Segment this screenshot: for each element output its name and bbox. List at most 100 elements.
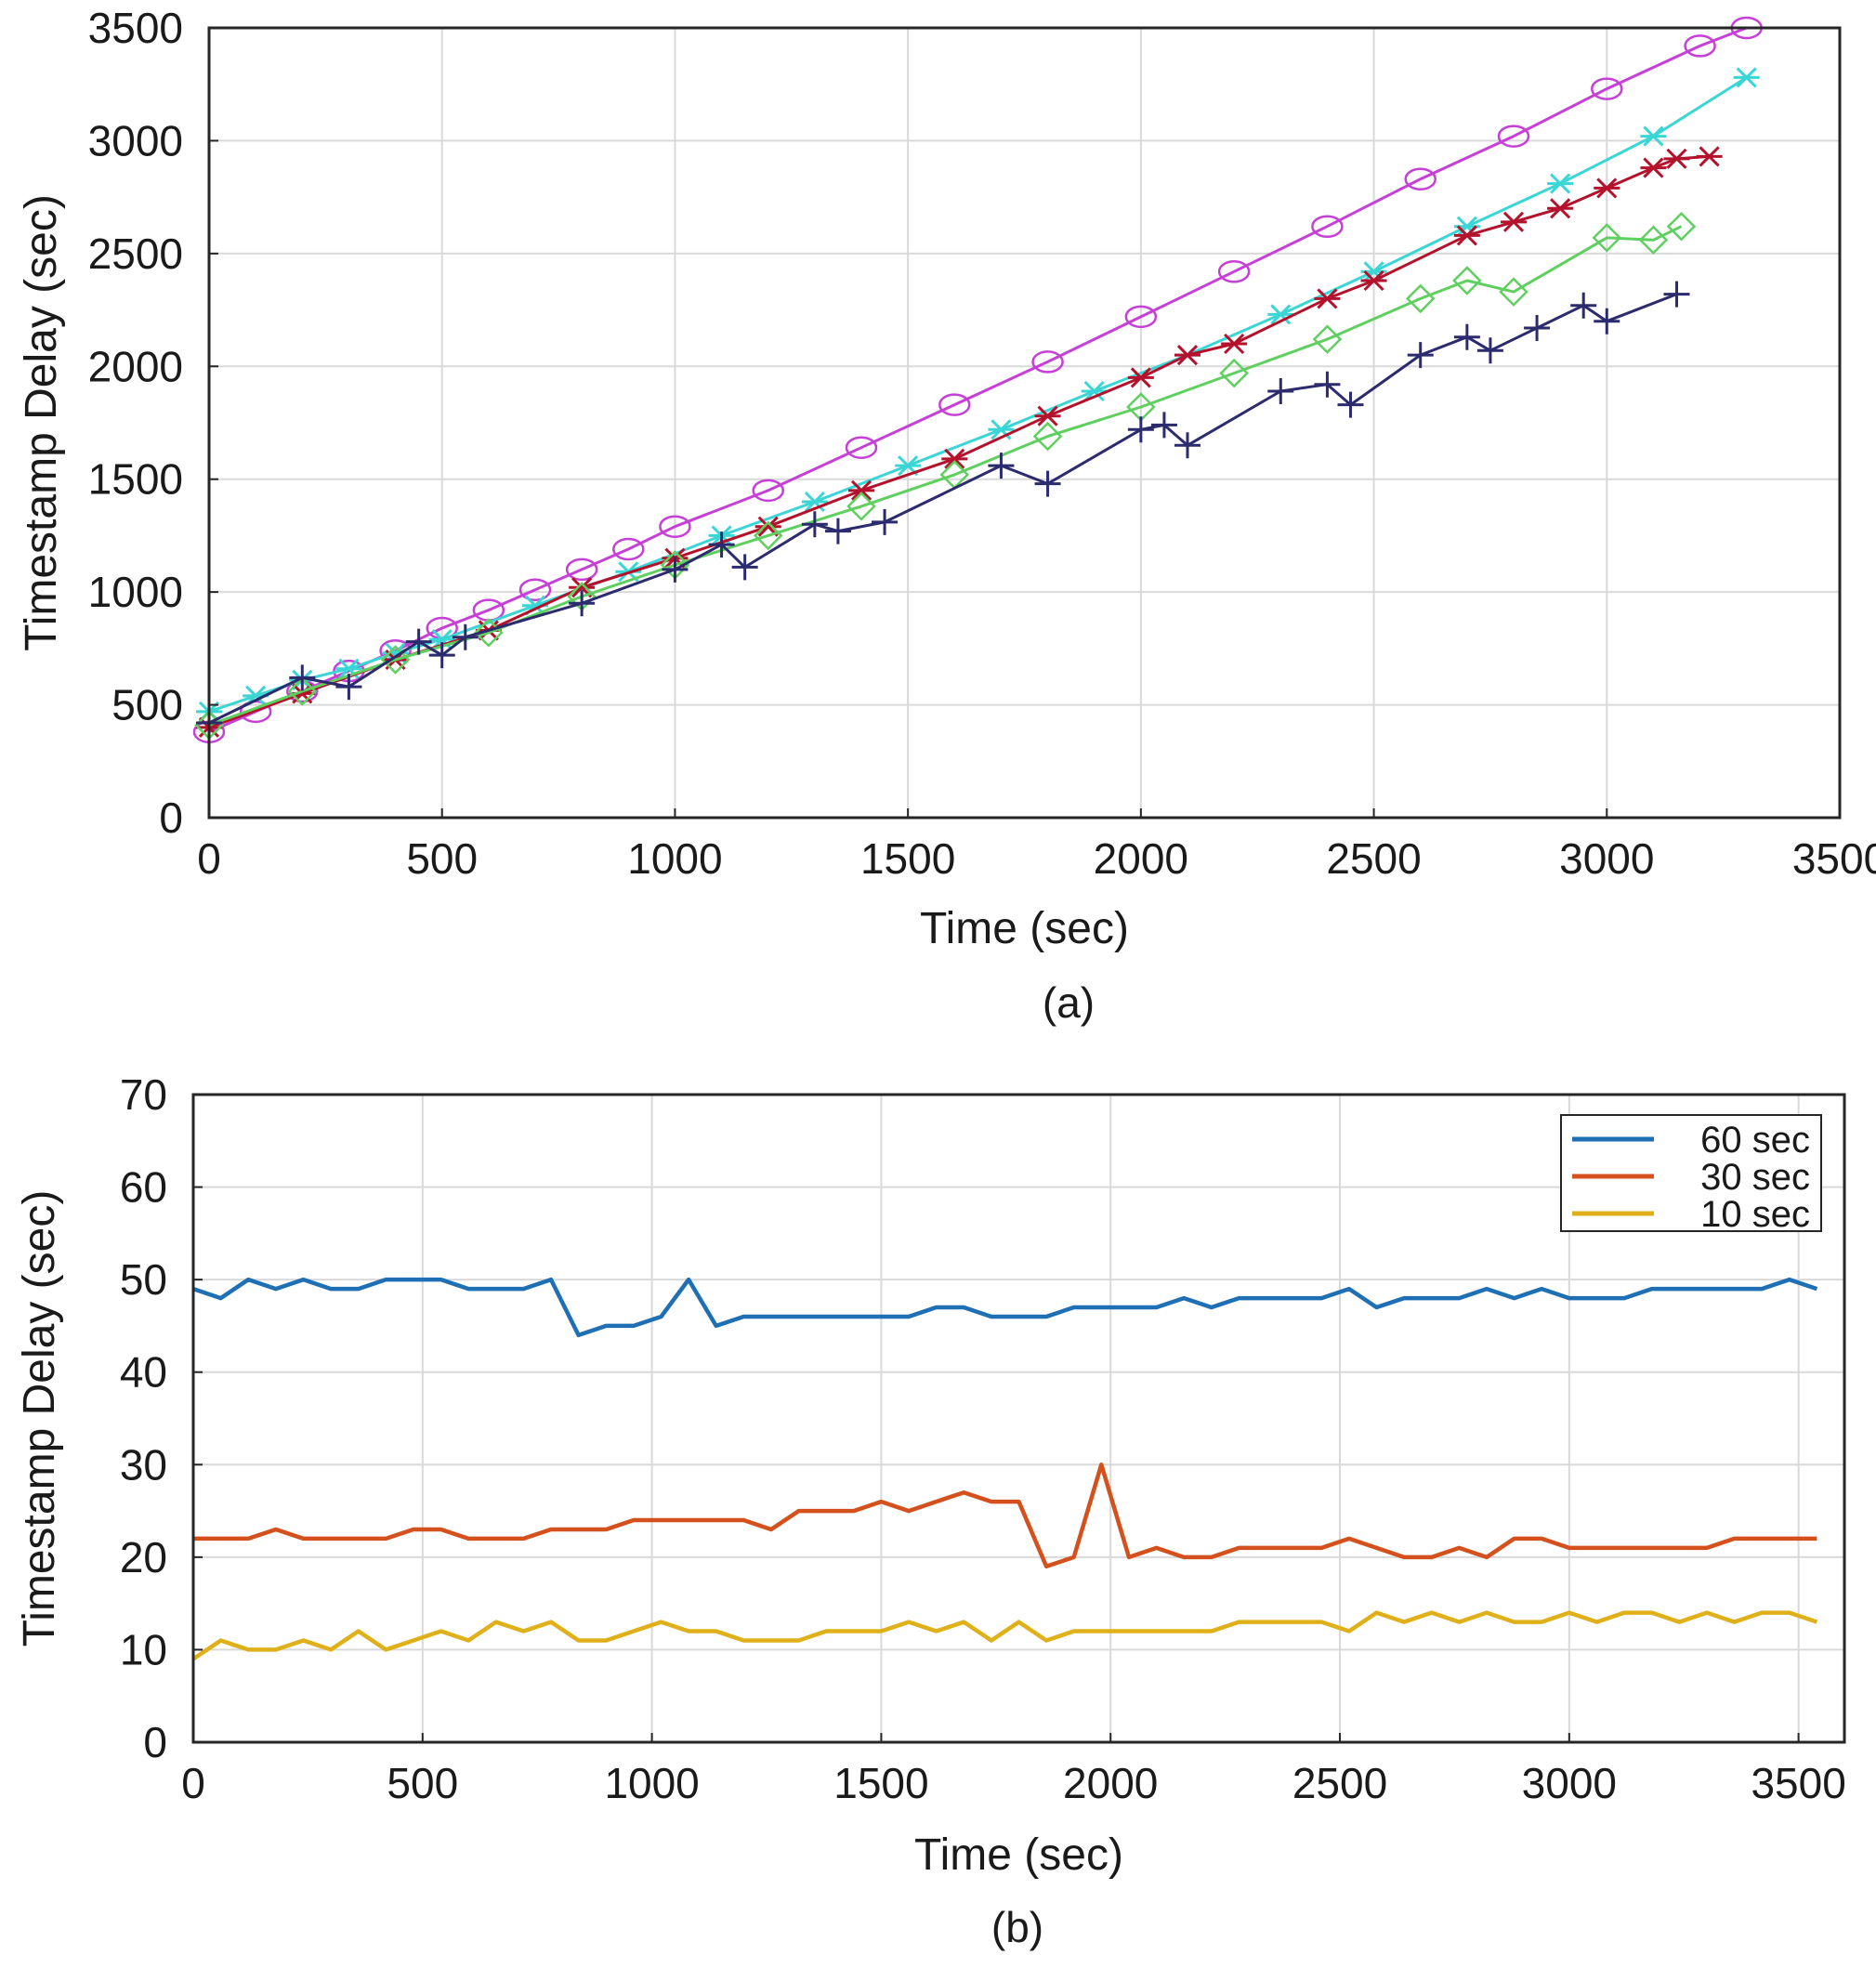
series-30-sec (193, 1463, 1817, 1569)
data-point-marker (1311, 215, 1344, 238)
data-point-marker (1404, 167, 1437, 190)
y-tick-label: 50 (120, 1255, 167, 1304)
data-point-marker (1638, 225, 1669, 256)
data-point-marker (1219, 358, 1249, 388)
y-tick-label: 40 (120, 1348, 167, 1397)
data-point-marker (1124, 305, 1158, 329)
data-point-marker (1453, 225, 1480, 246)
x-axis-label: Time (sec) (914, 1830, 1123, 1880)
y-tick-label: 3000 (88, 116, 183, 164)
x-tick-label: 1000 (604, 1759, 699, 1807)
data-point-marker (1174, 345, 1200, 366)
data-point-marker (801, 511, 828, 538)
data-point-marker (380, 645, 411, 675)
legend-entry: 10 sec (1700, 1194, 1810, 1235)
data-point-marker (845, 436, 878, 459)
y-axis-label: Timestamp Delay (sec) (17, 194, 66, 651)
x-tick-label: 0 (181, 1759, 205, 1807)
data-point-marker (1314, 371, 1341, 398)
data-point-marker (659, 515, 691, 538)
chart-caption: (b) (991, 1903, 1043, 1951)
data-point-marker (1081, 380, 1108, 402)
data-point-marker (569, 590, 596, 617)
x-tick-label: 0 (197, 834, 221, 883)
data-point-marker (1174, 432, 1200, 459)
data-point-marker (1127, 367, 1154, 388)
data-point-marker (941, 448, 968, 469)
data-point-marker (938, 393, 971, 416)
data-point-marker (848, 479, 874, 501)
data-point-marker (1594, 308, 1620, 335)
data-point-marker (1570, 292, 1597, 319)
y-tick-label: 1000 (88, 568, 183, 616)
data-point-marker (1640, 125, 1667, 147)
series-magenta-circles (192, 16, 1763, 743)
y-tick-label: 2500 (88, 230, 183, 278)
data-point-marker (1267, 378, 1294, 404)
data-point-marker (1499, 277, 1528, 307)
chart-a: 0 500 1000 1500 2000 2500 3000 3500 0 500 1000 1500… (17, 4, 1876, 1027)
data-point-marker (1034, 405, 1061, 426)
x-tick-label: 2000 (1063, 1759, 1158, 1807)
legend-entry: 60 sec (1700, 1120, 1810, 1161)
data-point-marker (1663, 281, 1690, 308)
data-point-marker (988, 453, 1015, 479)
x-tick-label: 3000 (1559, 834, 1654, 883)
data-point-marker (1312, 324, 1343, 354)
data-point-marker (1591, 77, 1623, 100)
data-point-marker (287, 676, 318, 706)
data-point-marker (1497, 125, 1530, 148)
x-tick-label: 1500 (860, 834, 955, 883)
y-tick-label: 10 (120, 1625, 167, 1673)
data-point-marker (1501, 211, 1527, 232)
data-point-marker (1150, 412, 1177, 439)
x-tick-label: 500 (406, 834, 478, 883)
data-point-marker (1360, 269, 1387, 292)
data-point-marker (1684, 34, 1716, 58)
chart-b: 0 500 1000 1500 2000 2500 3000 3500 0 10 20 30 40 50 6… (15, 1070, 1846, 1951)
chart-caption: (a) (1043, 978, 1095, 1027)
data-point-marker (872, 508, 899, 535)
data-point-marker (1547, 198, 1574, 219)
series-line (208, 225, 1683, 727)
x-tick-label: 2500 (1292, 1759, 1387, 1807)
data-point-marker (1314, 288, 1341, 309)
data-point-marker (1453, 323, 1480, 350)
series-line (208, 154, 1710, 729)
series-line (192, 1277, 1818, 1338)
y-tick-label: 2000 (88, 342, 183, 390)
data-point-marker (846, 492, 876, 521)
data-point-marker (1640, 157, 1667, 178)
data-point-marker (335, 674, 362, 701)
data-point-marker (1405, 283, 1436, 314)
data-point-marker (1337, 391, 1364, 418)
data-point-marker (428, 642, 455, 669)
y-tick-label: 0 (143, 1718, 167, 1766)
series-10-sec (191, 1610, 1818, 1661)
plot-frame (191, 1093, 1846, 1744)
y-tick-label: 60 (120, 1163, 167, 1212)
series-green-diamonds (194, 211, 1697, 741)
series-line (208, 293, 1678, 725)
x-tick-label: 2500 (1326, 834, 1421, 883)
series-navy-crosses (196, 281, 1690, 736)
y-tick-label: 3500 (88, 4, 183, 52)
data-point-marker (405, 628, 432, 655)
y-tick-label: 1500 (88, 455, 183, 504)
x-tick-label: 1500 (833, 1759, 928, 1807)
x-axis-label: Time (sec) (920, 904, 1129, 953)
y-tick-label: 20 (120, 1533, 167, 1581)
data-point-marker (1733, 67, 1760, 88)
y-axis-label: Timestamp Delay (sec) (15, 1190, 64, 1647)
data-point-marker (1524, 315, 1551, 341)
data-point-marker (1666, 211, 1697, 242)
data-point-marker (824, 518, 851, 544)
data-point-marker (1592, 223, 1622, 253)
data-point-marker (612, 537, 645, 561)
data-point-marker (1407, 342, 1434, 369)
data-point-marker (753, 520, 783, 551)
plot-frame (207, 26, 1842, 820)
data-point-marker (1127, 416, 1154, 443)
data-point-marker (1476, 337, 1503, 364)
